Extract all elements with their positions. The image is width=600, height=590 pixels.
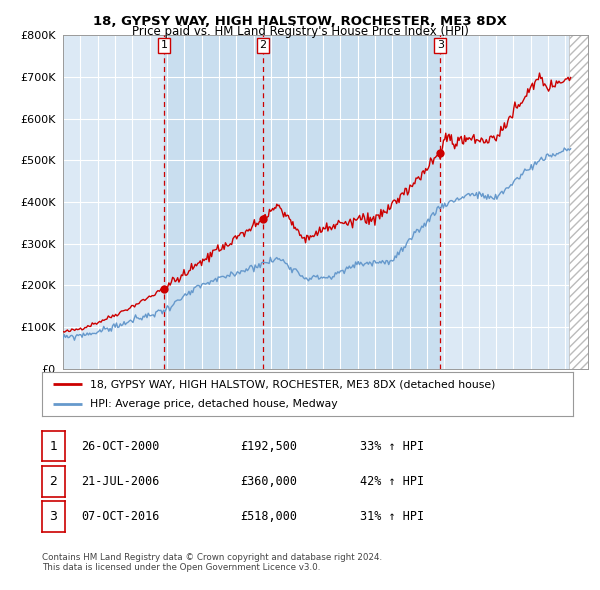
- Text: This data is licensed under the Open Government Licence v3.0.: This data is licensed under the Open Gov…: [42, 563, 320, 572]
- Text: 42% ↑ HPI: 42% ↑ HPI: [360, 475, 424, 488]
- Text: Contains HM Land Registry data © Crown copyright and database right 2024.: Contains HM Land Registry data © Crown c…: [42, 553, 382, 562]
- Text: Price paid vs. HM Land Registry's House Price Index (HPI): Price paid vs. HM Land Registry's House …: [131, 25, 469, 38]
- Text: 2: 2: [49, 475, 58, 488]
- Text: 18, GYPSY WAY, HIGH HALSTOW, ROCHESTER, ME3 8DX (detached house): 18, GYPSY WAY, HIGH HALSTOW, ROCHESTER, …: [90, 379, 495, 389]
- Text: £192,500: £192,500: [240, 440, 297, 453]
- Text: £360,000: £360,000: [240, 475, 297, 488]
- Text: 21-JUL-2006: 21-JUL-2006: [81, 475, 160, 488]
- Text: 3: 3: [437, 40, 444, 50]
- Text: 33% ↑ HPI: 33% ↑ HPI: [360, 440, 424, 453]
- Text: 18, GYPSY WAY, HIGH HALSTOW, ROCHESTER, ME3 8DX: 18, GYPSY WAY, HIGH HALSTOW, ROCHESTER, …: [93, 15, 507, 28]
- Text: £518,000: £518,000: [240, 510, 297, 523]
- Text: 2: 2: [260, 40, 266, 50]
- Bar: [263, 35, 440, 369]
- Text: 26-OCT-2000: 26-OCT-2000: [81, 440, 160, 453]
- Text: 1: 1: [160, 40, 167, 50]
- Text: 3: 3: [49, 510, 58, 523]
- Bar: [164, 35, 263, 369]
- Text: 1: 1: [49, 440, 58, 453]
- Text: 07-OCT-2016: 07-OCT-2016: [81, 510, 160, 523]
- Text: 31% ↑ HPI: 31% ↑ HPI: [360, 510, 424, 523]
- Bar: [569, 35, 588, 369]
- Text: HPI: Average price, detached house, Medway: HPI: Average price, detached house, Medw…: [90, 399, 337, 408]
